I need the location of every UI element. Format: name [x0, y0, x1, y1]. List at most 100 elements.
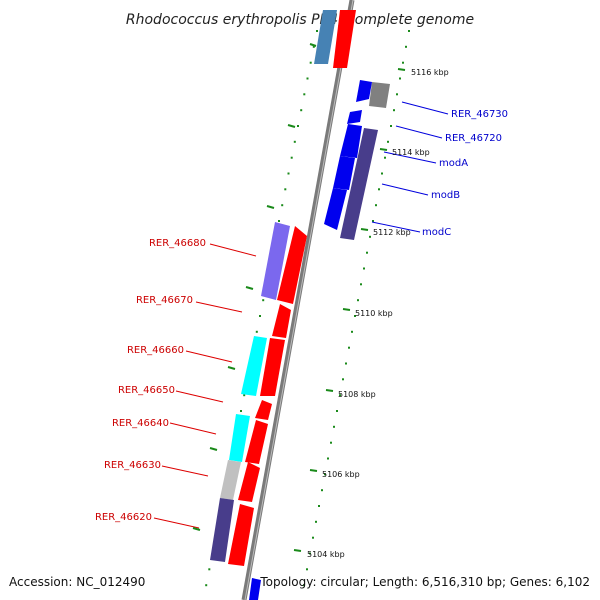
scale-dot: [348, 346, 350, 349]
gene-label-rer-46640[interactable]: RER_46640: [112, 418, 169, 429]
scale-dot: [316, 30, 318, 32]
scale-dot: [333, 425, 335, 428]
scale-dot: [393, 109, 395, 112]
genome-backbone: [241, 0, 355, 600]
reverse-gene-labels: RER_46730 RER_46720 modA modB modC: [422, 109, 508, 238]
scale-dot: [306, 568, 308, 571]
scale-dot: [240, 410, 242, 412]
scale-dot: [330, 441, 332, 444]
gene-label-rer-46680[interactable]: RER_46680: [149, 238, 206, 249]
scale-dot: [366, 251, 368, 254]
tick-label: 5106 kbp: [322, 470, 360, 479]
tick-marks: [192, 43, 406, 552]
gene-feature[interactable]: [220, 460, 241, 500]
scale-dot: [243, 394, 246, 397]
gene-feature[interactable]: [324, 188, 347, 230]
gene-label-rer-46720[interactable]: RER_46720: [445, 133, 502, 144]
gene-label-rer-46670[interactable]: RER_46670: [136, 295, 193, 306]
scale-dot: [255, 330, 258, 333]
gene-feature[interactable]: [210, 498, 234, 562]
gene-feature[interactable]: [340, 124, 362, 158]
scale-dot: [281, 204, 284, 207]
scale-dot: [262, 299, 265, 302]
scale-dot: [408, 30, 410, 32]
tick-label: 5104 kbp: [307, 550, 345, 559]
gene-feature[interactable]: [347, 110, 362, 124]
scale-dot: [303, 584, 305, 587]
scale-dot: [354, 315, 356, 317]
gene-label-modb[interactable]: modB: [431, 190, 460, 201]
scale-dot: [300, 109, 303, 112]
genome-summary-text: Topology: circular; Length: 6,516,310 bp…: [259, 575, 590, 589]
gene-label-rer-46730[interactable]: RER_46730: [451, 109, 508, 120]
tick-label: 5110 kbp: [355, 309, 393, 318]
accession-text: Accession: NC_012490: [9, 575, 145, 589]
gene-label-rer-46650[interactable]: RER_46650: [118, 385, 175, 396]
gene-label-rer-46660[interactable]: RER_46660: [127, 345, 184, 356]
gene-feature[interactable]: [369, 82, 390, 108]
scale-dot: [290, 156, 293, 159]
scale-dot: [312, 45, 315, 48]
genome-backbone-highlight: [244, 0, 354, 600]
scale-dot: [297, 125, 299, 127]
gene-feature[interactable]: [260, 338, 285, 396]
gene-feature[interactable]: [261, 222, 290, 300]
scale-dot: [318, 505, 320, 507]
gene-feature[interactable]: [228, 504, 254, 566]
scale-dot: [309, 61, 312, 64]
scale-dot: [384, 156, 386, 159]
scale-dot: [336, 410, 338, 412]
scale-dot: [339, 394, 341, 397]
gene-feature[interactable]: [245, 420, 268, 464]
scale-dot: [321, 489, 323, 492]
label-leaders: [153, 101, 449, 529]
scale-dot: [375, 204, 377, 207]
gene-feature[interactable]: [277, 226, 307, 304]
gene-feature[interactable]: [314, 10, 337, 64]
gene-feature[interactable]: [238, 462, 260, 502]
scale-dot: [324, 473, 326, 476]
scale-dot: [342, 378, 344, 381]
gene-label-modc[interactable]: modC: [422, 227, 451, 238]
scale-dot: [378, 188, 380, 191]
scale-dot: [205, 584, 208, 587]
scale-dot: [405, 45, 407, 48]
scale-dot: [312, 536, 314, 539]
scale-dot: [363, 267, 365, 270]
scale-dot: [402, 61, 404, 64]
scale-dot: [369, 235, 371, 238]
scale-dot: [399, 77, 401, 80]
map-title: Rhodococcus erythropolis PR4, complete g…: [126, 12, 474, 28]
scale-dot: [259, 315, 261, 317]
gene-feature[interactable]: [356, 80, 372, 102]
gene-label-rer-46630[interactable]: RER_46630: [104, 460, 161, 471]
tick-label: 5116 kbp: [411, 68, 449, 77]
scale-dot: [208, 568, 211, 571]
scale-dot: [278, 220, 280, 222]
scale-dot: [390, 125, 392, 127]
gene-label-rer-46620[interactable]: RER_46620: [95, 512, 152, 523]
gene-feature[interactable]: [333, 156, 355, 190]
gene-feature[interactable]: [249, 578, 261, 600]
gene-feature[interactable]: [229, 414, 250, 462]
gene-feature[interactable]: [272, 304, 291, 338]
scale-dot: [381, 172, 383, 175]
scale-dot: [306, 77, 309, 80]
gene-label-moda[interactable]: modA: [439, 158, 468, 169]
scale-dot: [315, 520, 317, 523]
gene-feature[interactable]: [333, 10, 356, 68]
scale-dot: [284, 188, 287, 191]
forward-gene-labels: RER_46680 RER_46670 RER_46660 RER_46650 …: [95, 238, 206, 523]
tick-label: 5108 kbp: [338, 390, 376, 399]
gene-feature[interactable]: [255, 400, 272, 420]
scale-dot: [303, 93, 306, 96]
gene-features: [210, 10, 390, 600]
scale-dot: [396, 93, 398, 96]
gene-feature[interactable]: [241, 336, 267, 396]
scale-dot: [357, 299, 359, 302]
tick-label: 5112 kbp: [373, 228, 411, 237]
scale-dot: [287, 172, 290, 175]
scale-dot: [387, 140, 389, 143]
gene-feature[interactable]: [340, 128, 378, 240]
